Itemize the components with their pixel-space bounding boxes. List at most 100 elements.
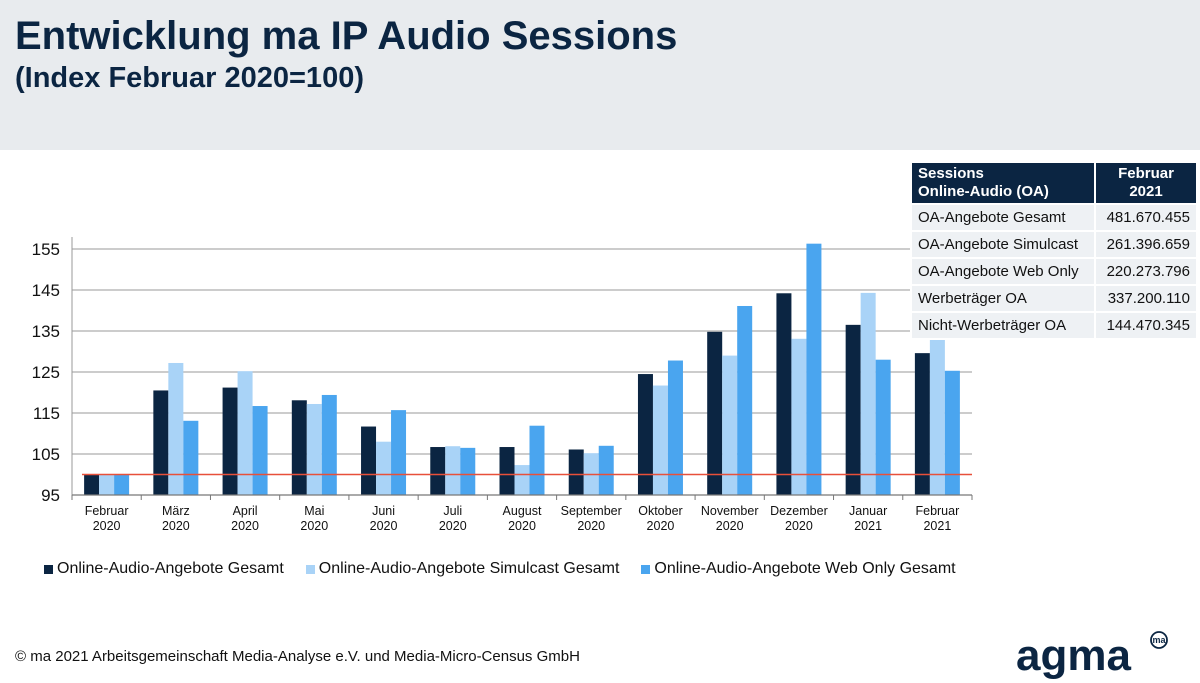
bar bbox=[460, 447, 476, 495]
table-row: OA-Angebote Web Only 220.273.796 bbox=[910, 257, 1198, 286]
bar bbox=[791, 338, 807, 495]
x-tick-label: Juni bbox=[372, 504, 395, 518]
bar bbox=[499, 447, 515, 495]
x-tick-label: Januar bbox=[849, 504, 887, 518]
x-tick-label: 2020 bbox=[162, 519, 190, 533]
x-tick-label: 2020 bbox=[577, 519, 605, 533]
table-row: Werbeträger OA 337.200.110 bbox=[910, 284, 1198, 313]
bar bbox=[376, 441, 392, 495]
bar bbox=[737, 305, 753, 495]
legend-item-gesamt: Online-Audio-Angebote Gesamt bbox=[44, 560, 284, 578]
x-tick-label: 2020 bbox=[439, 519, 467, 533]
table-row-value: 481.670.455 bbox=[1094, 203, 1198, 232]
x-tick-label: Dezember bbox=[770, 504, 828, 518]
bar bbox=[114, 474, 130, 495]
x-tick-label: 2020 bbox=[93, 519, 121, 533]
y-tick-label: 95 bbox=[41, 486, 60, 505]
bar bbox=[361, 426, 377, 495]
x-tick-label: Juli bbox=[443, 504, 462, 518]
x-tick-label: November bbox=[701, 504, 759, 518]
bar bbox=[722, 355, 738, 495]
bar bbox=[845, 324, 861, 495]
bar bbox=[806, 243, 822, 495]
table-row-label: OA-Angebote Gesamt bbox=[910, 203, 1096, 232]
page-subtitle: (Index Februar 2020=100) bbox=[15, 62, 364, 94]
bar bbox=[860, 292, 876, 495]
logo-badge-circle bbox=[1150, 631, 1168, 649]
sessions-table-header-name: Sessions Online-Audio (OA) bbox=[910, 161, 1096, 205]
bar bbox=[667, 360, 683, 495]
bar bbox=[430, 447, 446, 495]
bar bbox=[637, 374, 653, 495]
bar bbox=[237, 371, 253, 495]
x-tick-label: März bbox=[162, 504, 190, 518]
bar bbox=[929, 336, 945, 495]
bar bbox=[168, 362, 184, 495]
table-row-label: OA-Angebote Simulcast bbox=[910, 230, 1096, 259]
y-tick-label: 105 bbox=[32, 445, 60, 464]
x-tick-label: Februar bbox=[85, 504, 129, 518]
bar bbox=[445, 446, 461, 495]
legend-label-simulcast: Online-Audio-Angebote Simulcast Gesamt bbox=[318, 560, 620, 577]
bar bbox=[529, 425, 545, 495]
bar bbox=[568, 449, 584, 495]
copyright-footer: © ma 2021 Arbeitsgemeinschaft Media-Anal… bbox=[15, 648, 580, 665]
legend-swatch-webonly bbox=[641, 564, 651, 574]
x-tick-label: April bbox=[233, 504, 258, 518]
legend-label-webonly: Online-Audio-Angebote Web Only Gesamt bbox=[654, 560, 956, 577]
bar bbox=[252, 406, 268, 495]
bar bbox=[514, 465, 530, 495]
x-tick-label: September bbox=[561, 504, 622, 518]
table-row: Nicht-Werbeträger OA 144.470.345 bbox=[910, 311, 1198, 340]
x-tick-label: Februar bbox=[915, 504, 959, 518]
bar bbox=[222, 387, 238, 495]
legend-swatch-gesamt bbox=[44, 564, 53, 574]
bar bbox=[707, 331, 723, 495]
sessions-table-header-value: Februar 2021 bbox=[1094, 161, 1198, 205]
y-tick-label: 125 bbox=[32, 363, 60, 382]
legend-item-webonly: Online-Audio-Angebote Web Only Gesamt bbox=[641, 560, 956, 578]
table-row-label: Werbeträger OA bbox=[910, 284, 1096, 313]
table-row-value: 220.273.796 bbox=[1094, 257, 1198, 286]
bar bbox=[776, 293, 792, 495]
x-tick-label: 2020 bbox=[785, 519, 813, 533]
bar bbox=[153, 390, 169, 495]
sessions-table-header: Sessions Online-Audio (OA) Februar 2021 bbox=[910, 161, 1198, 205]
x-tick-label: August bbox=[503, 504, 542, 518]
table-row-value: 144.470.345 bbox=[1094, 311, 1198, 340]
chart-legend: Online-Audio-Angebote Gesamt Online-Audi… bbox=[44, 558, 978, 580]
bar bbox=[84, 474, 100, 495]
x-tick-label: 2020 bbox=[231, 519, 259, 533]
bar-chart: 95105115125135145155Februar2020März2020A… bbox=[32, 237, 973, 533]
y-tick-label: 155 bbox=[32, 240, 60, 259]
x-tick-label: 2020 bbox=[716, 519, 744, 533]
x-tick-label: 2020 bbox=[370, 519, 398, 533]
legend-swatch-simulcast bbox=[305, 564, 315, 574]
x-tick-label: 2020 bbox=[647, 519, 675, 533]
logo-badge-text: ma bbox=[1152, 635, 1166, 645]
bar bbox=[875, 359, 891, 495]
bar bbox=[652, 385, 668, 495]
sessions-table: Sessions Online-Audio (OA) Februar 2021 … bbox=[910, 161, 1198, 340]
table-row: OA-Angebote Gesamt 481.670.455 bbox=[910, 203, 1198, 232]
bar bbox=[183, 420, 199, 495]
legend-item-simulcast: Online-Audio-Angebote Simulcast Gesamt bbox=[305, 560, 620, 578]
bar bbox=[598, 445, 614, 495]
x-tick-label: 2021 bbox=[854, 519, 882, 533]
table-row-label: OA-Angebote Web Only bbox=[910, 257, 1096, 286]
logo-wordmark: agma bbox=[1016, 631, 1131, 680]
table-row-value: 337.200.110 bbox=[1094, 284, 1198, 313]
table-row-value: 261.396.659 bbox=[1094, 230, 1198, 259]
x-tick-label: 2020 bbox=[508, 519, 536, 533]
x-tick-label: 2021 bbox=[923, 519, 951, 533]
table-row: OA-Angebote Simulcast 261.396.659 bbox=[910, 230, 1198, 259]
page-title: Entwicklung ma IP Audio Sessions bbox=[15, 14, 678, 58]
bar bbox=[99, 474, 115, 495]
bar bbox=[391, 410, 407, 495]
bar bbox=[306, 403, 322, 495]
legend-label-gesamt: Online-Audio-Angebote Gesamt bbox=[57, 560, 284, 577]
y-tick-label: 145 bbox=[32, 281, 60, 300]
y-tick-label: 135 bbox=[32, 322, 60, 341]
bar bbox=[944, 370, 960, 495]
header-band: Entwicklung ma IP Audio Sessions (Index … bbox=[0, 0, 1200, 150]
